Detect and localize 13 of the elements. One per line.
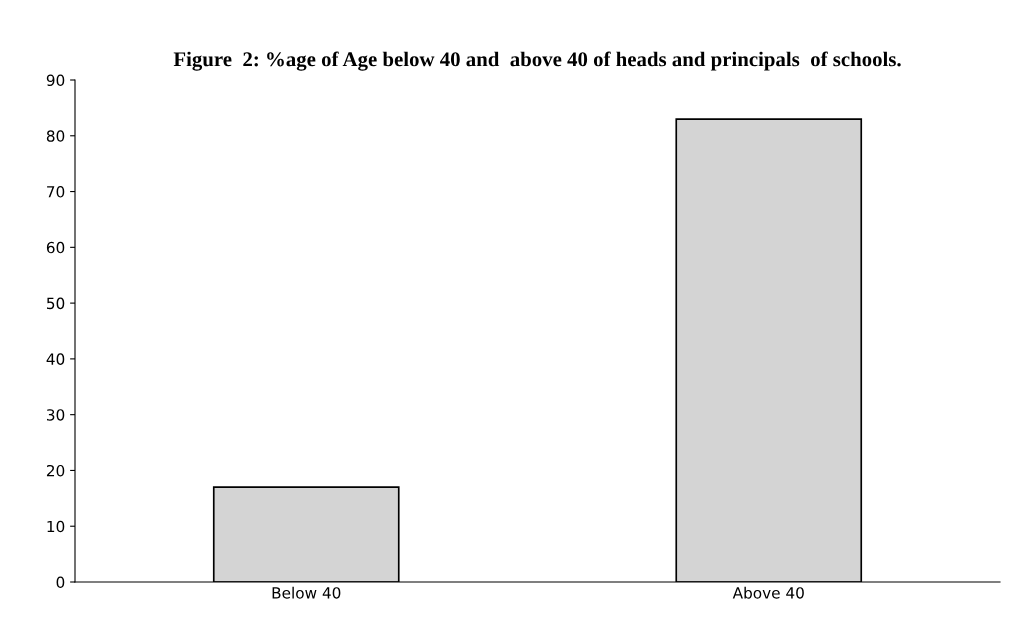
x-tick-label: Above 40 bbox=[732, 586, 804, 599]
y-tick-label: 40 bbox=[46, 353, 65, 365]
chart-title: Figure 2: %age of Age below 40 and above 40 of heads and principals of schools. bbox=[173, 51, 901, 71]
y-tick-label: 30 bbox=[47, 409, 65, 421]
y-tick-label: 80 bbox=[46, 130, 65, 142]
y-tick-label: 90 bbox=[46, 74, 65, 87]
y-tick-label: 0 bbox=[56, 576, 65, 589]
y-tick-label: 60 bbox=[46, 241, 65, 254]
x-tick-label: Below 40 bbox=[272, 586, 341, 599]
y-tick-label: 20 bbox=[46, 464, 65, 477]
y-tick-label: 10 bbox=[47, 520, 65, 533]
y-tick-label: 50 bbox=[47, 297, 65, 310]
y-tick-label: 70 bbox=[47, 186, 65, 198]
